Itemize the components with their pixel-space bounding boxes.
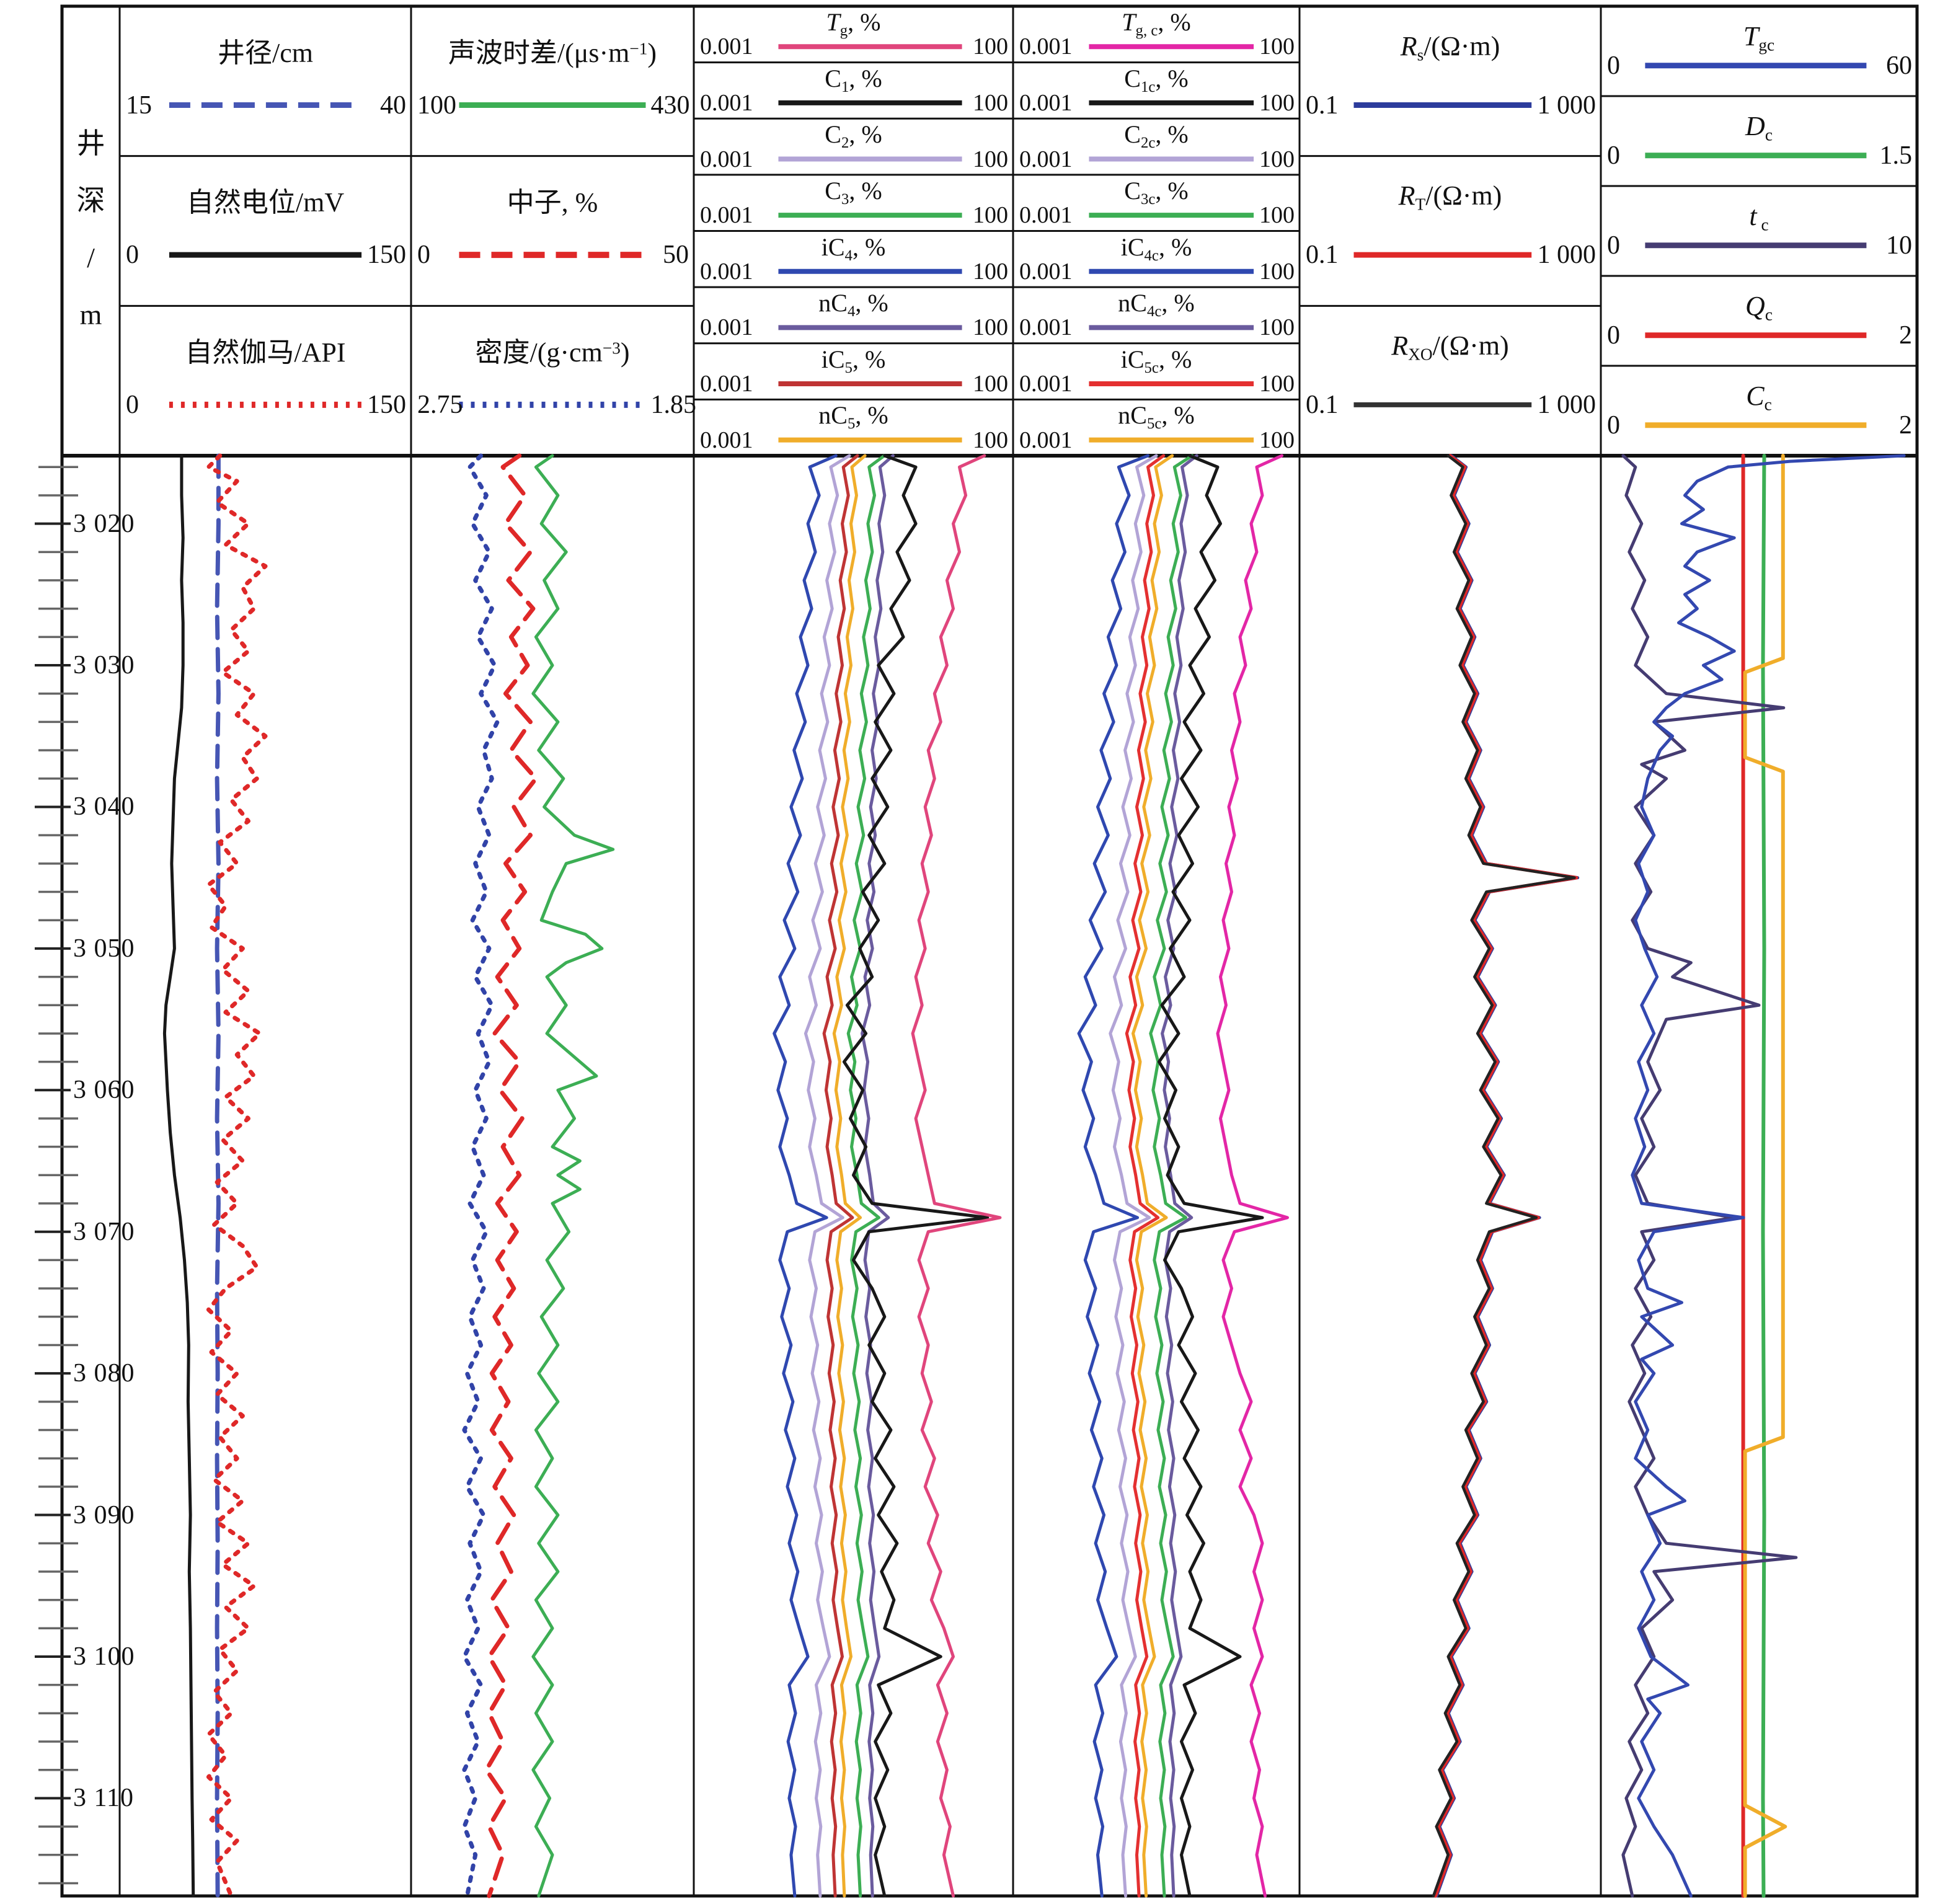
curve-rxo — [1432, 454, 1576, 1898]
curve-density — [462, 453, 500, 1898]
curve-tg — [911, 454, 1002, 1898]
curve-c3 — [846, 454, 886, 1898]
figure-border — [60, 4, 1919, 1898]
curve-tc — [1621, 454, 1798, 1898]
curve-ic5c — [1125, 454, 1166, 1898]
curve-cc — [1743, 454, 1787, 1898]
curve-ic4 — [773, 454, 838, 1898]
curve-rt — [1433, 454, 1579, 1898]
curve-c1 — [842, 454, 990, 1898]
curve-c1c — [1158, 454, 1264, 1898]
curve-neutron — [484, 453, 538, 1898]
curve-dc — [1761, 454, 1766, 1898]
curve-caliper — [215, 453, 221, 1898]
curve-c2c — [1109, 454, 1158, 1898]
curve-nc4c — [1161, 454, 1198, 1898]
curve-nc5c — [1132, 454, 1174, 1898]
curve-ic4c — [1077, 454, 1149, 1898]
curve-nc5 — [832, 454, 867, 1898]
curve-gr — [206, 453, 268, 1898]
curve-sp — [162, 454, 195, 1898]
curve-nc4 — [861, 454, 895, 1898]
curve-tgc-corr — [1216, 454, 1289, 1898]
curve-sonic — [531, 454, 615, 1898]
curve-c3c — [1149, 454, 1194, 1898]
curve-tgc — [1631, 454, 1906, 1898]
curve-c2 — [804, 454, 851, 1898]
curve-ic5 — [822, 454, 859, 1898]
